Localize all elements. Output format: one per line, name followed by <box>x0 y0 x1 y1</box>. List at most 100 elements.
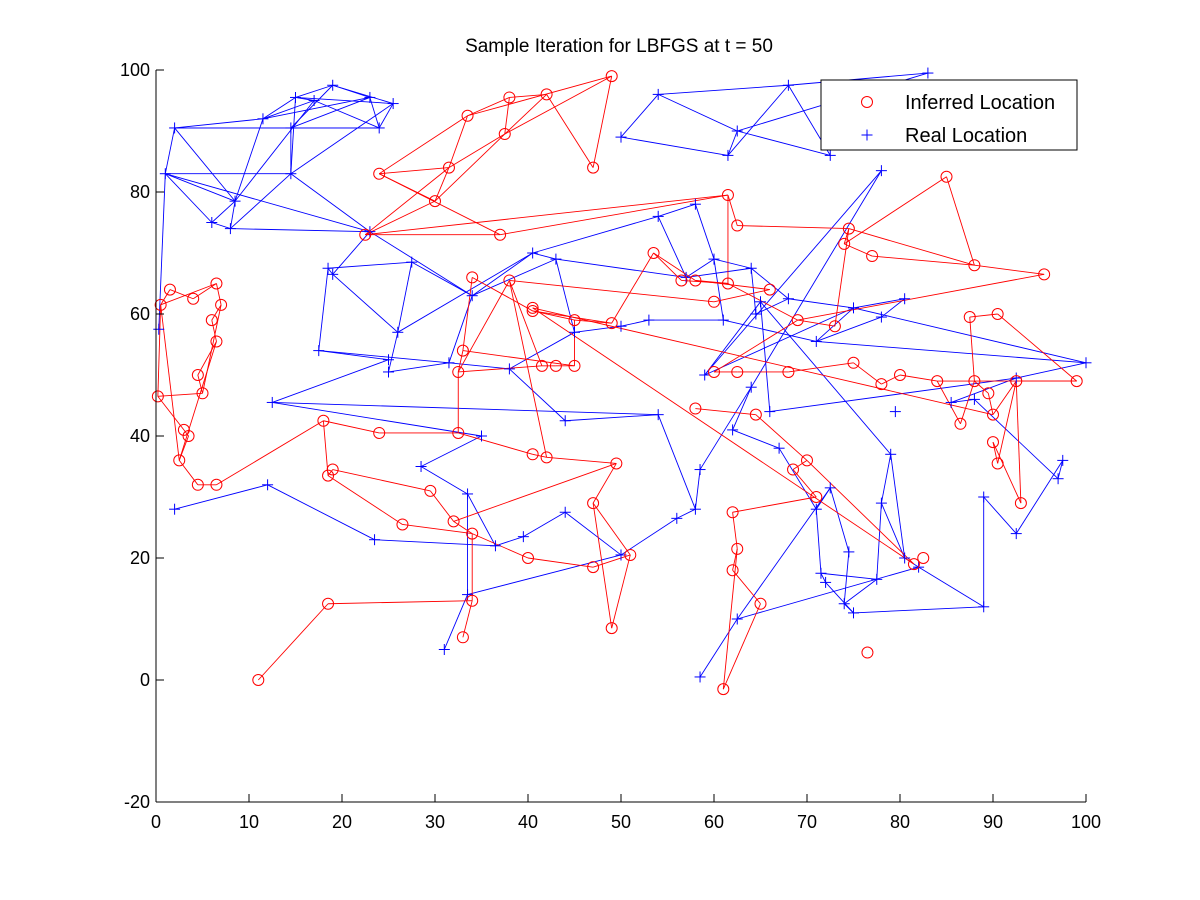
real-location-point <box>899 552 911 564</box>
edge-line <box>960 380 975 424</box>
real-location-point <box>755 296 766 308</box>
inferred-location-point <box>717 683 730 696</box>
inferred-location-point <box>215 298 228 311</box>
edge-line <box>592 463 617 504</box>
inferred-location-point <box>373 167 386 180</box>
edge-line <box>318 350 449 364</box>
inferred-location-point <box>875 378 888 391</box>
edge-line <box>732 496 817 513</box>
edge-line <box>434 167 450 202</box>
edge-line <box>378 103 394 129</box>
edge-line <box>388 332 399 373</box>
edge-line <box>467 75 612 117</box>
real-location-point <box>615 131 627 143</box>
real-location-point <box>968 393 980 405</box>
inferred-location-point <box>721 189 734 202</box>
edge-line <box>234 118 264 202</box>
real-location-point <box>820 576 832 588</box>
legend-entry: Real Location <box>861 125 1027 147</box>
real-location-point <box>815 567 827 579</box>
real-location-point <box>527 247 539 259</box>
inferred-location-point <box>587 497 600 510</box>
edge-line <box>332 469 431 492</box>
edge-line <box>272 402 482 437</box>
points-layer <box>151 67 1092 696</box>
inferred-location-point <box>866 250 879 263</box>
real-location-point <box>945 396 957 408</box>
edge-line <box>369 97 380 129</box>
edge-line <box>267 484 375 541</box>
real-location-point <box>694 671 706 683</box>
real-location-point <box>229 195 241 207</box>
edge-line <box>323 420 380 434</box>
edge-line <box>230 228 370 233</box>
edge-line <box>197 341 217 376</box>
x-tick-label: 30 <box>425 812 445 832</box>
edge-line <box>290 97 371 129</box>
edge-line <box>722 548 738 690</box>
inferred-location-point <box>503 274 516 287</box>
real-location-point <box>689 503 701 515</box>
real-location-point <box>169 122 181 134</box>
real-location-point <box>1057 454 1069 466</box>
x-tick-label: 90 <box>983 812 1003 832</box>
edge-line <box>704 170 882 376</box>
edge-line <box>532 307 915 565</box>
inferred-location-point <box>968 375 981 388</box>
edge-line <box>737 130 831 156</box>
edge-line <box>434 133 506 202</box>
real-location-point <box>569 326 580 338</box>
inferred-location-point <box>731 542 744 555</box>
real-location-point <box>838 598 850 610</box>
inferred-location-point <box>429 195 441 208</box>
edge-line <box>695 408 756 416</box>
edge-line <box>509 368 566 422</box>
real-location-point <box>206 217 218 228</box>
inferred-location-point <box>373 426 386 439</box>
edge-line <box>160 289 171 306</box>
y-tick-label: 0 <box>140 670 150 690</box>
x-tick-label: 70 <box>797 812 817 832</box>
edge-line <box>157 392 203 397</box>
edge-line <box>388 362 450 373</box>
edge-line <box>997 313 1077 382</box>
edge-line <box>462 277 473 351</box>
edge-line <box>848 228 975 266</box>
edge-line <box>364 167 450 236</box>
real-location-point <box>550 253 562 265</box>
inferred-location-point <box>182 430 195 442</box>
real-location-point <box>824 149 836 161</box>
edge-line <box>230 173 292 229</box>
inferred-location-point <box>522 552 534 564</box>
edge-line <box>328 600 473 605</box>
real-location-point <box>708 253 720 265</box>
edge-line <box>157 396 185 431</box>
edge-line <box>174 127 236 202</box>
real-location-point <box>159 168 171 180</box>
inferred-location-point <box>782 365 795 378</box>
inferred-location-point <box>954 417 967 430</box>
real-location-point <box>406 256 418 268</box>
edge-line <box>723 319 817 342</box>
edge-line <box>872 255 975 266</box>
edge-line <box>760 301 771 412</box>
inferred-location-point <box>196 387 209 400</box>
edge-line <box>736 487 831 620</box>
edge-line <box>448 115 468 168</box>
real-location-point <box>652 210 664 222</box>
real-location-point <box>443 357 455 369</box>
real-location-point <box>153 323 165 335</box>
edge-line <box>555 258 687 278</box>
edge-line <box>974 380 989 394</box>
edge-line <box>290 173 371 233</box>
real-location-point <box>364 91 376 103</box>
inferred-location-point <box>503 91 516 104</box>
edge-line <box>704 307 854 376</box>
real-location-point <box>652 409 664 421</box>
edge-line <box>750 170 882 388</box>
edge-line <box>369 231 473 297</box>
real-location-point <box>922 67 934 79</box>
real-location-point <box>889 406 901 418</box>
